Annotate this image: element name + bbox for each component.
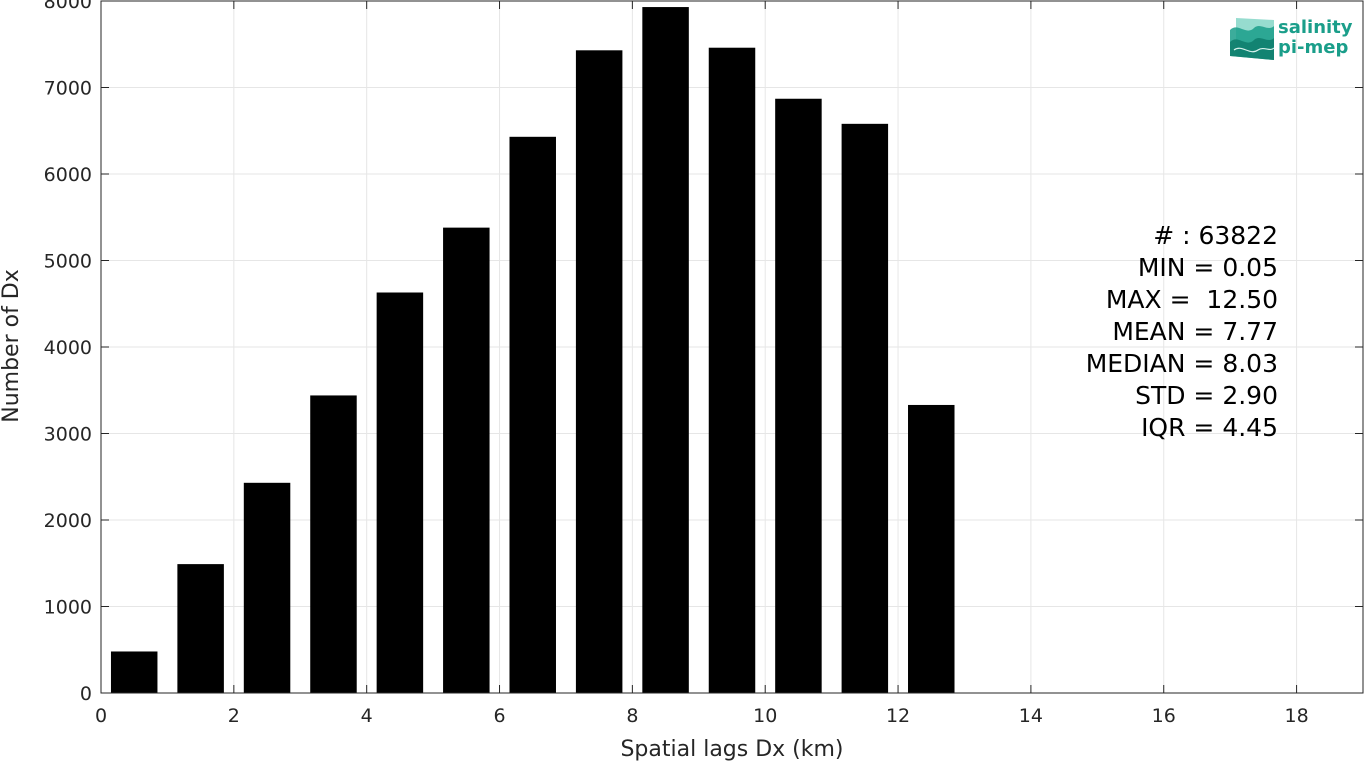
y-tick-label: 4000 [44, 337, 92, 359]
y-tick-label: 2000 [44, 510, 92, 532]
x-tick-label: 6 [493, 705, 505, 727]
x-tick-label: 8 [626, 705, 638, 727]
bar-5 [443, 227, 490, 693]
bar-4 [376, 292, 424, 693]
bar-8 [642, 7, 689, 694]
stat-line-1: MIN = 0.05 [1138, 253, 1278, 282]
bar-9 [708, 47, 756, 693]
stat-line-2: MAX = 12.50 [1106, 285, 1278, 314]
bar-7 [575, 50, 623, 694]
y-tick-label: 8000 [44, 0, 92, 13]
bar-12 [908, 404, 955, 693]
tick-labels: 0 2 4 6 8 10 12 14 16 18 0 1000 2000 3000 4000 5000 6000… [44, 0, 1309, 727]
stat-line-5: STD = 2.90 [1135, 381, 1278, 410]
x-tick-label: 16 [1152, 705, 1176, 727]
bars [110, 7, 955, 694]
bar-6 [509, 136, 556, 693]
y-tick-label: 7000 [44, 78, 92, 100]
bar-2 [243, 482, 291, 693]
stat-line-3: MEAN = 7.77 [1112, 317, 1278, 346]
bar-1 [177, 564, 224, 693]
x-tick-label: 10 [753, 705, 777, 727]
stats-annotation: # : 63822 MIN = 0.05 MAX = 12.50 MEAN = 7.7… [1086, 221, 1278, 442]
x-tick-label: 2 [228, 705, 240, 727]
y-tick-label: 5000 [44, 251, 92, 273]
stat-line-4: MEDIAN = 8.03 [1086, 349, 1278, 378]
bar-3 [310, 395, 357, 693]
bar-11 [841, 123, 889, 693]
axes [100, 0, 1364, 694]
salinity-pi-mep-logo: salinity pi-mep [1230, 17, 1353, 60]
x-axis-label: Spatial lags Dx (km) [620, 737, 843, 762]
y-tick-label: 0 [80, 683, 92, 705]
x-tick-label: 12 [886, 705, 910, 727]
logo-line2: pi-mep [1278, 37, 1348, 58]
y-tick-label: 1000 [44, 597, 92, 619]
x-tick-label: 18 [1284, 705, 1308, 727]
x-tick-label: 0 [95, 705, 107, 727]
y-axis-label: Number of Dx [0, 269, 24, 423]
x-tick-label: 14 [1019, 705, 1043, 727]
x-tick-label: 4 [361, 705, 373, 727]
logo-waves-icon [1230, 18, 1275, 60]
stat-line-0: # : 63822 [1153, 221, 1278, 250]
y-tick-label: 6000 [44, 164, 92, 186]
logo-line1: salinity [1278, 17, 1353, 38]
y-tick-label: 3000 [44, 424, 92, 446]
stat-line-6: IQR = 4.45 [1141, 413, 1278, 442]
bar-0 [110, 651, 158, 693]
bar-10 [775, 98, 822, 694]
